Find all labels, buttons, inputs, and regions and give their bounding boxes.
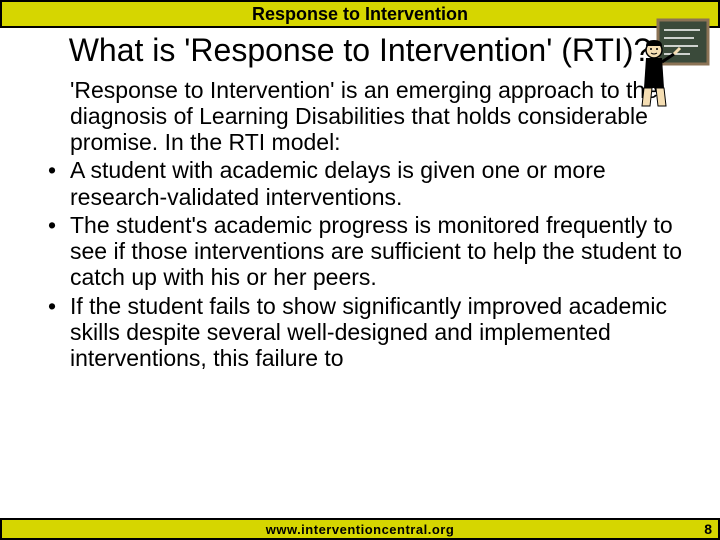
intro-paragraph: 'Response to Intervention' is an emergin… — [52, 77, 690, 156]
bullet-list: A student with academic delays is given … — [52, 157, 690, 371]
content-area: 'Response to Intervention' is an emergin… — [0, 77, 720, 371]
title-area: What is 'Response to Intervention' (RTI)… — [0, 28, 720, 77]
header-text: Response to Intervention — [252, 4, 468, 25]
header-bar: Response to Intervention — [0, 0, 720, 28]
footer-url: www.interventioncentral.org — [266, 522, 455, 537]
footer-bar: www.interventioncentral.org — [0, 518, 720, 540]
list-item: If the student fails to show significant… — [52, 293, 690, 372]
page-number: 8 — [704, 521, 712, 537]
slide-title: What is 'Response to Intervention' (RTI)… — [60, 32, 660, 69]
teacher-chalkboard-icon — [640, 18, 710, 108]
list-item: The student's academic progress is monit… — [52, 212, 690, 291]
list-item: A student with academic delays is given … — [52, 157, 690, 209]
